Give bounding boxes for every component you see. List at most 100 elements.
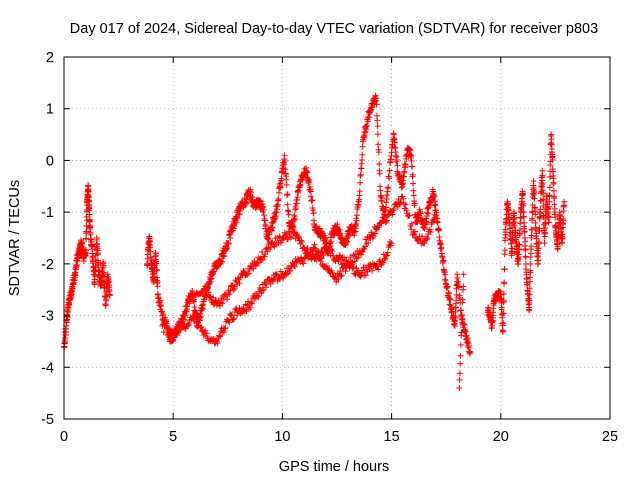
data-point-fill bbox=[359, 151, 366, 158]
data-point-fill bbox=[225, 317, 232, 324]
data-point-fill bbox=[329, 247, 336, 254]
data-point-fill bbox=[531, 189, 538, 196]
data-point-fill bbox=[184, 306, 191, 313]
data-point-fill bbox=[304, 245, 311, 252]
data-point-fill bbox=[353, 212, 360, 219]
data-point-fill bbox=[217, 333, 223, 340]
data-point-fill bbox=[520, 214, 527, 221]
data-point-fill bbox=[365, 239, 372, 246]
data-point-fill bbox=[457, 360, 464, 367]
data-point-fill bbox=[394, 162, 401, 169]
data-point bbox=[399, 183, 406, 190]
data-point-fill bbox=[331, 231, 338, 238]
data-point-fill bbox=[247, 189, 254, 196]
data-point-fill bbox=[254, 292, 261, 299]
data-point-fill bbox=[460, 283, 467, 290]
data-point-fill bbox=[185, 322, 192, 329]
data-point-fill bbox=[206, 293, 213, 300]
data-point-fill bbox=[501, 265, 508, 272]
data-point-fill bbox=[295, 234, 301, 241]
chart-title: Day 017 of 2024, Sidereal Day-to-day VTE… bbox=[70, 21, 598, 37]
data-point-fill bbox=[226, 291, 233, 298]
data-point-fill bbox=[521, 223, 528, 230]
data-point-fill bbox=[245, 270, 252, 277]
data-point-fill bbox=[386, 175, 393, 182]
data-point-fill bbox=[527, 260, 534, 267]
data-point-fill bbox=[537, 206, 544, 213]
data-point bbox=[373, 95, 380, 102]
data-point-fill bbox=[375, 141, 382, 148]
data-point-fill bbox=[222, 324, 229, 331]
data-point-fill bbox=[390, 205, 397, 212]
data-point-fill bbox=[273, 209, 280, 216]
data-point-fill bbox=[287, 267, 294, 274]
data-point-fill bbox=[546, 173, 553, 180]
plot-frame bbox=[63, 56, 611, 420]
data-point-fill bbox=[406, 212, 413, 219]
data-point-fill bbox=[106, 282, 113, 289]
data-point-fill bbox=[526, 285, 533, 292]
data-point-fill bbox=[336, 226, 343, 233]
data-point-fill bbox=[374, 131, 381, 138]
data-point-fill bbox=[425, 210, 432, 217]
data-point-fill bbox=[306, 176, 313, 183]
data-point-fill bbox=[263, 279, 270, 286]
y-tick-label: -1 bbox=[41, 205, 54, 221]
data-point-fill bbox=[283, 176, 290, 183]
data-point-fill bbox=[91, 271, 98, 278]
data-point-fill bbox=[446, 290, 453, 297]
data-point-fill bbox=[158, 303, 165, 310]
data-point-fill bbox=[374, 263, 381, 270]
data-point-fill bbox=[529, 215, 536, 222]
data-point-fill bbox=[291, 215, 298, 222]
data-point-fill bbox=[524, 281, 531, 288]
data-point-fill bbox=[214, 340, 221, 347]
data-point-fill bbox=[320, 251, 327, 258]
data-point-fill bbox=[501, 279, 508, 286]
y-tick-label: -5 bbox=[41, 412, 54, 428]
data-point-fill bbox=[285, 211, 292, 218]
data-point-fill bbox=[259, 256, 266, 263]
data-point-fill bbox=[515, 253, 522, 260]
data-point bbox=[530, 178, 537, 185]
data-point-fill bbox=[383, 218, 390, 225]
data-point bbox=[432, 214, 439, 221]
data-point-fill bbox=[260, 207, 267, 214]
data-point-fill bbox=[548, 136, 555, 143]
data-point-fill bbox=[385, 212, 392, 219]
data-point-fill bbox=[465, 342, 472, 349]
data-point-fill bbox=[402, 161, 409, 168]
data-point bbox=[323, 245, 330, 252]
data-point-fill bbox=[497, 295, 504, 302]
data-point-fill bbox=[281, 158, 288, 165]
data-point bbox=[499, 328, 506, 335]
x-tick-label: 10 bbox=[274, 429, 290, 445]
data-point-fill bbox=[437, 245, 444, 252]
data-point-fill bbox=[151, 270, 158, 277]
data-point-fill bbox=[531, 195, 538, 202]
data-point-fill bbox=[269, 224, 276, 231]
data-point bbox=[541, 240, 548, 247]
data-point-fill bbox=[408, 220, 415, 227]
data-point-fill bbox=[456, 376, 463, 383]
data-point-fill bbox=[278, 175, 285, 182]
x-tick-label: 15 bbox=[384, 429, 400, 445]
data-point-fill bbox=[221, 253, 228, 260]
data-point-fill bbox=[294, 194, 301, 201]
data-point-fill bbox=[207, 278, 214, 285]
data-point-fill bbox=[377, 187, 384, 194]
data-point-fill bbox=[439, 254, 446, 261]
data-point-fill bbox=[153, 266, 160, 273]
data-point bbox=[408, 152, 415, 159]
data-point-fill bbox=[322, 236, 329, 243]
data-point bbox=[456, 384, 463, 391]
data-point-fill bbox=[381, 256, 388, 263]
data-point-fill bbox=[329, 269, 336, 276]
data-point-fill bbox=[462, 328, 469, 335]
y-tick-label: 2 bbox=[46, 50, 54, 66]
data-point-fill bbox=[103, 297, 110, 304]
data-point-fill bbox=[374, 123, 381, 130]
data-point-fill bbox=[392, 152, 399, 159]
data-point-fill bbox=[284, 236, 291, 243]
data-point-fill bbox=[383, 217, 390, 224]
